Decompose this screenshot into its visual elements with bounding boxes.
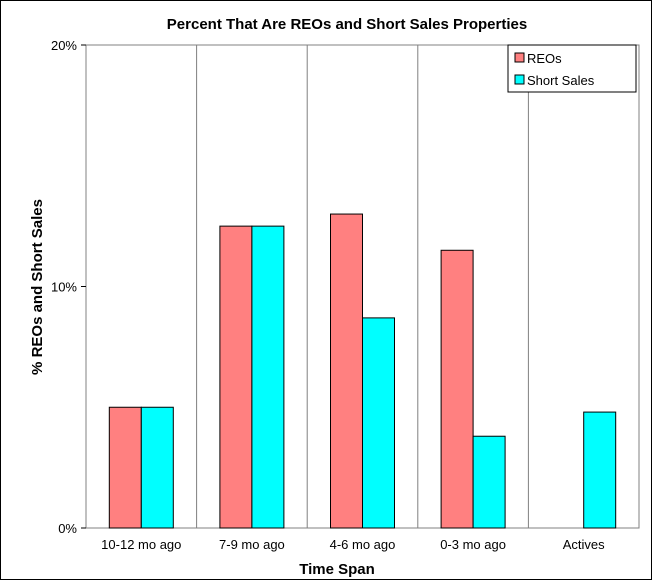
bar-reos [330,213,363,529]
y-axis-title: % REOs and Short Sales [29,199,46,375]
y-tick-label: 10% [51,280,77,295]
bar-short-sales [362,317,395,529]
y-tick-label: 0% [58,521,77,536]
x-axis-ticks: 10-12 mo ago 7-9 mo ago 4-6 mo ago 0-3 mo a… [101,537,605,552]
bar-short-sales [472,435,506,529]
legend-label: Short Sales [527,73,595,88]
x-tick-label: 0-3 mo ago [440,537,506,552]
y-axis-ticks: 0% 10% 20% [51,38,86,536]
legend-swatch [514,74,525,85]
bar-reos [219,225,253,529]
bar-short-sales [583,411,617,529]
bars [108,213,617,529]
x-tick-label: Actives [563,537,605,552]
chart-title: Percent That Are REOs and Short Sales Pr… [167,16,527,33]
legend: REOs Short Sales [507,44,637,93]
x-tick-label: 4-6 mo ago [330,537,396,552]
x-tick-label: 10-12 mo ago [101,537,181,552]
category-separators [196,45,529,528]
legend-swatch [514,52,525,63]
bar-short-sales [251,225,285,529]
x-axis-title: Time Span [299,561,375,578]
x-tick-label: 7-9 mo ago [219,537,285,552]
legend-label: REOs [527,51,562,66]
y-tick-label: 20% [51,38,77,53]
bar-reos [108,406,142,529]
bar-short-sales [140,406,174,529]
legend-box [507,44,637,93]
bar-reos [440,249,474,529]
